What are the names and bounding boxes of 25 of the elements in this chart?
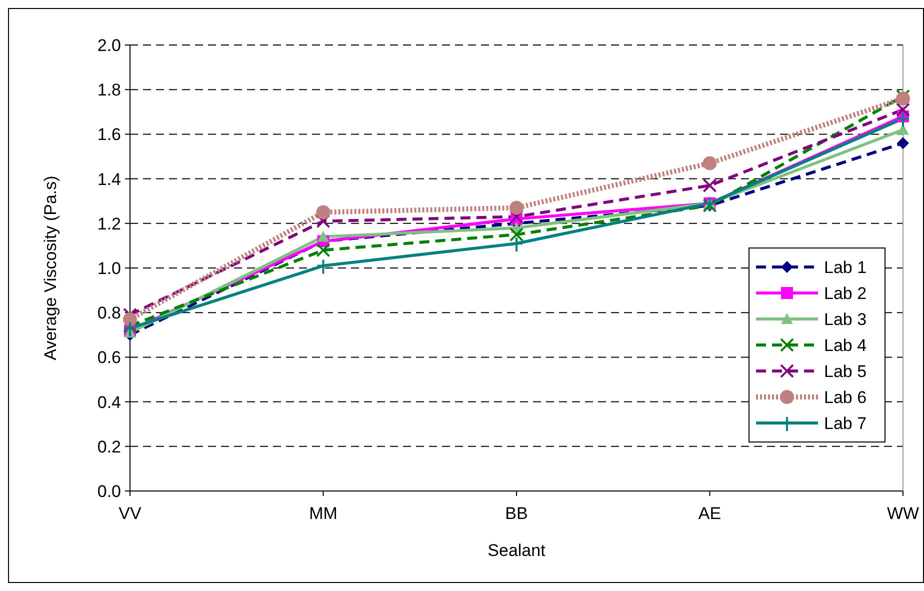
y-tick-label: 1.4 bbox=[97, 170, 121, 189]
y-tick-label: 1.0 bbox=[97, 258, 121, 278]
y-tick-label: 0.2 bbox=[97, 437, 121, 456]
y-axis-title: Average Viscosity (Pa.s) bbox=[41, 176, 60, 360]
y-tick-label: 1.2 bbox=[97, 214, 121, 234]
y-tick-label: 0.0 bbox=[97, 482, 121, 501]
y-tick-label: 1.8 bbox=[97, 80, 121, 100]
legend-label: Lab 5 bbox=[824, 362, 867, 381]
x-axis-title: Sealant bbox=[488, 541, 546, 560]
y-tick-label: 1.6 bbox=[97, 125, 121, 144]
legend-label: Lab 2 bbox=[824, 284, 867, 303]
x-tick-label: VV bbox=[118, 504, 142, 523]
y-tick-label: 0.6 bbox=[97, 348, 121, 368]
legend-label: Lab 4 bbox=[824, 336, 867, 355]
legend-label: Lab 6 bbox=[824, 388, 867, 407]
y-tick-label: 2.0 bbox=[97, 36, 121, 55]
x-tick-label: MM bbox=[309, 504, 338, 523]
legend-label: Lab 3 bbox=[824, 310, 867, 329]
legend-label: Lab 7 bbox=[824, 414, 867, 433]
y-tick-label: 0.4 bbox=[97, 392, 121, 412]
y-tick-label: 0.8 bbox=[97, 304, 121, 323]
x-tick-label: AE bbox=[698, 504, 722, 523]
legend-label: Lab 1 bbox=[824, 258, 867, 277]
x-tick-label: BB bbox=[505, 504, 528, 523]
x-tick-label: WW bbox=[886, 504, 920, 523]
